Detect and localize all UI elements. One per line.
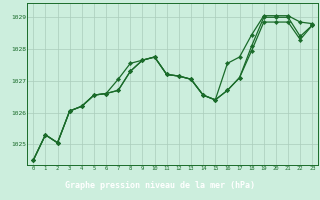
Text: Graphe pression niveau de la mer (hPa): Graphe pression niveau de la mer (hPa)	[65, 181, 255, 190]
